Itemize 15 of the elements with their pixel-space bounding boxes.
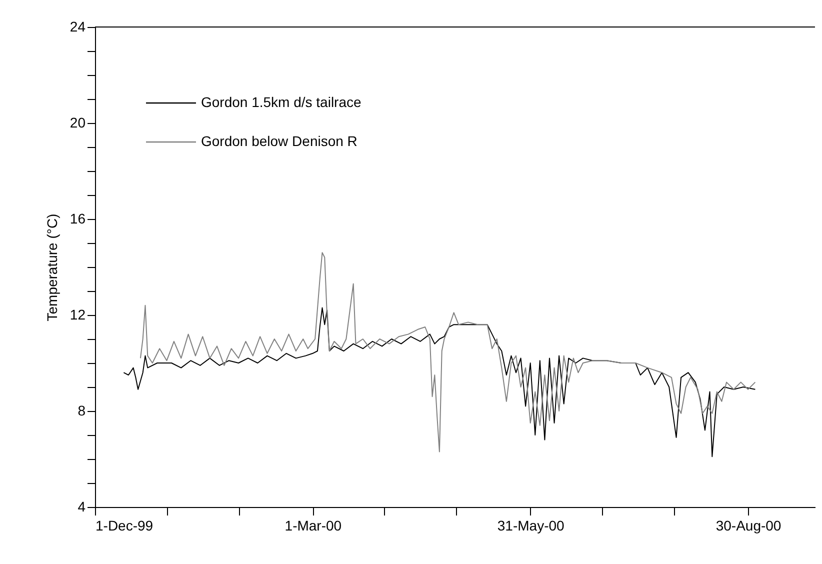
y-tick-label: 16 [70, 210, 86, 226]
y-tick-label: 8 [78, 402, 86, 418]
x-tick-label: 1-Mar-00 [284, 518, 342, 534]
x-tick-label: 31-May-00 [497, 518, 565, 534]
x-tick-label: 1-Dec-99 [96, 518, 154, 534]
y-axis-title: Temperature (°C) [44, 214, 60, 322]
y-tick-label: 20 [70, 114, 86, 130]
line-series [140, 252, 756, 452]
y-tick-label: 4 [78, 498, 86, 514]
legend-label: Gordon 1.5km d/s tailrace [201, 94, 362, 110]
x-tick-label: 30-Aug-00 [716, 518, 782, 534]
line-series [123, 307, 756, 458]
legend-label: Gordon below Denison R [201, 133, 358, 149]
y-tick-label: 12 [70, 306, 86, 322]
y-tick-label: 24 [70, 18, 86, 34]
